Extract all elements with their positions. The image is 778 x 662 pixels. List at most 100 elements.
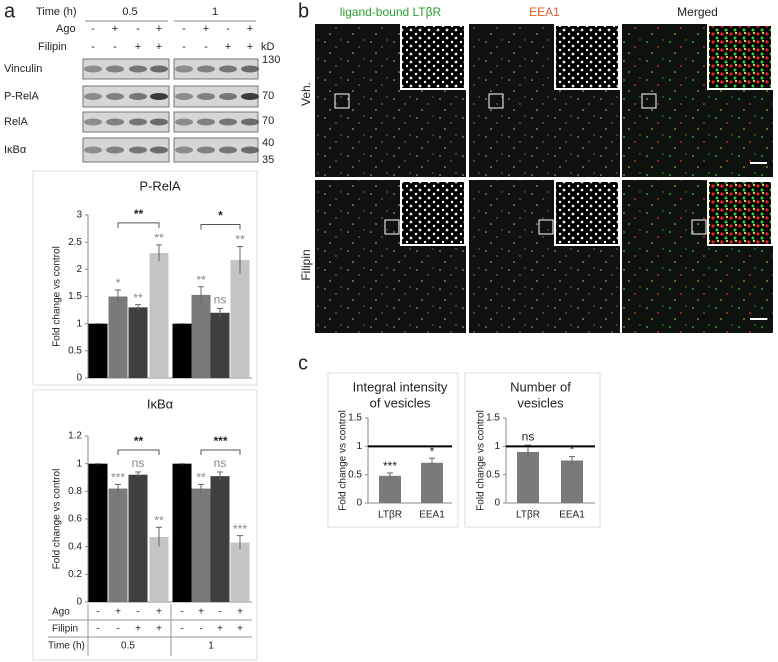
bracket-label: * <box>218 209 223 223</box>
treatment-sign: - <box>91 23 95 35</box>
table-label: Time (h) <box>48 641 85 652</box>
bracket <box>200 449 241 455</box>
y-axis-label: Fold change vs control <box>476 410 487 511</box>
blot <box>82 111 170 133</box>
band <box>241 146 259 154</box>
treatment-sign: + <box>247 41 253 53</box>
significance-label: ns <box>522 429 535 443</box>
band <box>84 65 102 73</box>
bracket <box>117 222 160 228</box>
treatment-label: Filipin <box>38 41 67 53</box>
inset <box>707 24 773 90</box>
significance-label: ns <box>132 456 145 470</box>
treatment-sign: + <box>156 23 162 35</box>
kd-marker: 70 <box>262 115 274 127</box>
y-tick-label: 1.2 <box>68 431 82 442</box>
y-tick-label: 1 <box>76 458 82 469</box>
table-sign: - <box>180 624 183 635</box>
chart-title: of vesicles <box>370 395 431 410</box>
band-label: P-RelA <box>4 90 40 102</box>
roi <box>641 93 657 109</box>
band <box>106 146 124 154</box>
x-tick-label: LTβR <box>378 510 402 521</box>
bar <box>191 294 211 378</box>
column-header: EEA1 <box>529 5 560 19</box>
bar <box>210 476 230 602</box>
bracket-label: *** <box>213 434 227 448</box>
significance-label: ns <box>214 456 227 470</box>
treatment-sign: + <box>112 23 118 35</box>
bar <box>172 463 192 602</box>
band-label: IκBα <box>4 144 27 156</box>
bar <box>210 312 230 378</box>
significance-label: *** <box>383 459 397 473</box>
band <box>219 118 237 126</box>
kd-marker: 130 <box>262 54 280 66</box>
y-tick-label: 3 <box>76 210 82 221</box>
band <box>129 93 147 100</box>
bracket-label: ** <box>134 207 144 221</box>
y-tick-label: 2.5 <box>68 237 82 248</box>
bar <box>149 253 169 378</box>
band <box>129 118 147 126</box>
y-tick-label: 0.5 <box>348 469 362 480</box>
y-tick-label: 0.2 <box>68 569 82 580</box>
band <box>241 65 259 73</box>
panel-letter: c <box>298 352 308 374</box>
table-sign: - <box>96 607 99 618</box>
row-label: Veh. <box>299 82 313 106</box>
table-label: Filipin <box>52 624 78 635</box>
y-tick-label: 0.6 <box>68 514 82 525</box>
y-tick-label: 1.5 <box>68 291 82 302</box>
bar <box>421 462 443 503</box>
y-tick-label: 2 <box>76 264 82 275</box>
y-tick-label: 0.5 <box>486 469 500 480</box>
table-sign: - <box>116 624 119 635</box>
row-label: Filipin <box>299 249 313 280</box>
bracket <box>117 449 160 455</box>
inset <box>400 24 466 90</box>
treatment-sign: - <box>136 23 140 35</box>
chart-title: Number of <box>510 379 571 394</box>
bar <box>191 488 211 602</box>
band <box>175 146 193 154</box>
x-tick-label: LTβR <box>516 510 540 521</box>
treatment-sign: + <box>225 41 231 53</box>
table-sign: + <box>156 624 162 635</box>
band <box>150 93 168 100</box>
band-label: Vinculin <box>4 63 42 75</box>
band <box>219 93 237 100</box>
roi <box>488 93 504 109</box>
band <box>150 146 168 154</box>
table-sign: + <box>217 624 223 635</box>
y-tick-label: 0 <box>494 498 500 509</box>
bar <box>149 536 169 602</box>
treatment-sign: + <box>135 41 141 53</box>
treatment-sign: - <box>182 23 186 35</box>
bar <box>230 542 250 602</box>
bar <box>88 323 108 378</box>
band <box>175 65 193 73</box>
band <box>219 146 237 154</box>
y-tick-label: 1 <box>76 318 82 329</box>
chart-frame <box>464 372 601 528</box>
treatment-sign: + <box>203 23 209 35</box>
bar <box>379 475 401 503</box>
table-sign: + <box>237 607 243 618</box>
kd-marker: 40 <box>262 137 274 149</box>
band-label: RelA <box>4 116 29 128</box>
y-tick-label: 0 <box>76 597 82 608</box>
blot <box>82 58 170 80</box>
band <box>106 93 124 100</box>
band <box>84 118 102 126</box>
treatment-sign: - <box>226 23 230 35</box>
bar <box>517 452 539 503</box>
kd-label: kD <box>261 41 275 53</box>
chart-title: IκBα <box>147 396 174 411</box>
table-label: Ago <box>52 607 70 618</box>
bracket-label: ** <box>134 434 144 448</box>
band <box>241 118 259 126</box>
roi <box>538 219 554 235</box>
significance-label: ** <box>196 471 206 485</box>
table-sign: + <box>198 607 204 618</box>
